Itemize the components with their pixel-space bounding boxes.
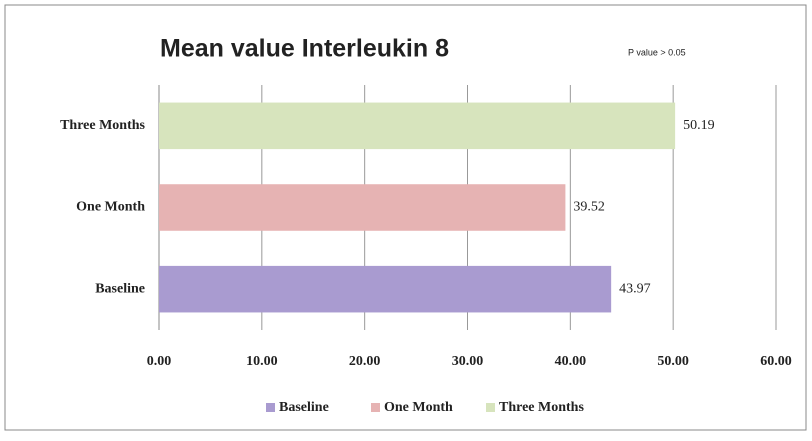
value-label: 39.52 — [573, 200, 605, 215]
x-tick-label: 50.00 — [657, 354, 689, 369]
x-tick-label: 40.00 — [555, 354, 587, 369]
x-tick-label: 60.00 — [760, 354, 792, 369]
x-tick-label: 10.00 — [246, 354, 278, 369]
bar — [159, 102, 676, 150]
legend-swatch — [266, 403, 275, 412]
legend-swatch — [486, 403, 495, 412]
annotation: P value > 0.05 — [628, 47, 686, 57]
legend-label: Baseline — [279, 400, 329, 415]
y-tick-label: One Month — [76, 200, 145, 215]
legend-swatch — [371, 403, 380, 412]
x-tick-label: 20.00 — [349, 354, 381, 369]
y-tick-label: Baseline — [95, 281, 145, 296]
bar — [159, 184, 566, 231]
y-tick-label: Three Months — [60, 118, 145, 133]
legend-label: Three Months — [499, 400, 584, 415]
x-tick-label: 30.00 — [452, 354, 484, 369]
value-label: 50.19 — [683, 118, 715, 133]
chart-title: Mean value Interleukin 8 — [160, 35, 449, 63]
x-tick-label: 0.00 — [147, 354, 172, 369]
bar — [159, 265, 612, 313]
legend-label: One Month — [384, 400, 453, 415]
value-label: 43.97 — [619, 281, 651, 296]
